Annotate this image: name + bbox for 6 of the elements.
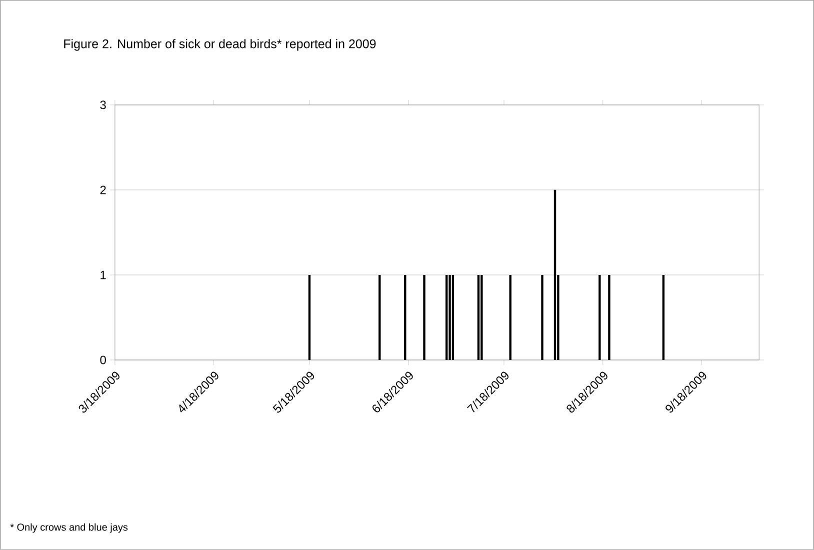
chart-title: Figure 2. Number of sick or dead birds* reported in 2009 xyxy=(64,39,376,51)
y-tick-label: 0 xyxy=(100,356,106,364)
y-tick-label: 3 xyxy=(100,100,106,110)
y-tick-label: 2 xyxy=(100,186,106,194)
text: * Only crows and blue jays xyxy=(10,523,128,533)
y-tick-label: 1 xyxy=(100,270,106,280)
